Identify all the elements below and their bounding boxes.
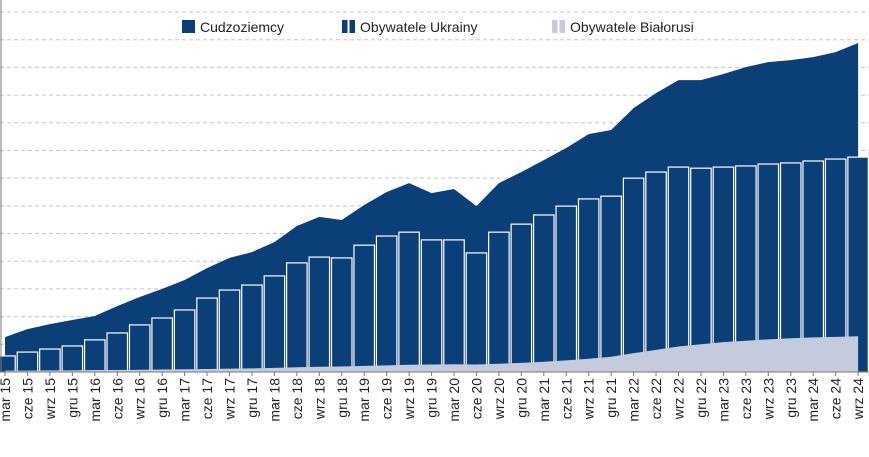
- x-tick-label: wrz 17: [222, 378, 238, 420]
- x-tick-label: gru 22: [693, 378, 709, 418]
- bar: [218, 289, 241, 373]
- bar: [510, 223, 533, 373]
- bar: [353, 244, 376, 373]
- x-tick-label: cze 23: [738, 378, 754, 419]
- x-tick-label: gru 18: [334, 378, 350, 418]
- x-tick-label: mar 22: [626, 378, 642, 422]
- legend-item: Obywatele Ukrainy: [342, 19, 478, 35]
- x-tick-label: cze 19: [379, 378, 395, 419]
- bar: [286, 262, 308, 373]
- x-tick-label: cze 22: [648, 378, 664, 419]
- bar: [420, 239, 443, 373]
- bar: [532, 214, 555, 373]
- x-tick-label: mar 20: [446, 378, 462, 422]
- bar: [106, 332, 129, 373]
- x-tick-label: gru 20: [513, 378, 529, 418]
- bar: [0, 355, 16, 373]
- x-tick-label: gru 17: [244, 378, 260, 418]
- bar: [375, 235, 398, 373]
- x-tick-label: mar 16: [87, 378, 103, 422]
- x-tick-label: cze 18: [289, 378, 305, 419]
- x-tick-label: gru 23: [783, 378, 799, 418]
- bar: [263, 275, 286, 373]
- bar: [39, 348, 61, 373]
- bar: [241, 284, 263, 373]
- x-tick-label: wrz 19: [401, 378, 417, 420]
- bar: [488, 231, 510, 373]
- legend-label: Obywatele Białorusi: [570, 19, 694, 35]
- x-tick-label: wrz 15: [42, 378, 58, 420]
- bar: [398, 231, 420, 373]
- legend-swatch: [182, 20, 195, 33]
- area-foreigners: [5, 43, 859, 373]
- x-tick-label: mar 24: [805, 378, 821, 422]
- x-tick-label: mar 23: [715, 378, 731, 422]
- x-tick-label: wrz 24: [850, 378, 866, 420]
- bar: [667, 166, 690, 373]
- x-tick-label: mar 17: [177, 378, 193, 422]
- bar: [196, 297, 218, 373]
- bar: [465, 252, 488, 373]
- legend-label: Obywatele Ukrainy: [360, 19, 478, 35]
- x-tick-label: gru 21: [603, 378, 619, 418]
- x-tick-label: cze 16: [109, 378, 125, 419]
- x-tick-label: wrz 20: [491, 378, 507, 420]
- bar: [712, 166, 735, 373]
- x-tick-label: wrz 16: [132, 378, 148, 420]
- x-tick-label: mar 15: [0, 378, 13, 422]
- x-tick-label: mar 18: [266, 378, 282, 422]
- bar: [151, 317, 173, 373]
- bar: [622, 177, 645, 373]
- x-tick-label: gru 16: [154, 378, 170, 418]
- bar: [645, 171, 667, 373]
- bar: [128, 324, 151, 373]
- x-tick-label: cze 24: [828, 378, 844, 419]
- area-belarus: [5, 336, 859, 372]
- legend-label: Cudzoziemcy: [200, 19, 284, 35]
- x-tick-label: wrz 18: [311, 378, 327, 420]
- x-tick-label: gru 15: [64, 378, 80, 418]
- bar: [83, 339, 106, 373]
- bar: [600, 195, 622, 373]
- x-tick-label: wrz 23: [760, 378, 776, 420]
- x-tick-label: mar 21: [536, 378, 552, 422]
- bar: [330, 257, 353, 373]
- x-tick-label: gru 19: [424, 378, 440, 418]
- x-tick-label: wrz 21: [581, 378, 597, 420]
- bar: [443, 239, 465, 373]
- x-tick-label: cze 20: [468, 378, 484, 419]
- x-tick-label: wrz 22: [671, 378, 687, 420]
- x-tick-label: cze 21: [558, 378, 574, 419]
- bar: [690, 167, 712, 373]
- bar: [16, 351, 39, 373]
- bar: [308, 256, 331, 373]
- legend-item: Cudzoziemcy: [182, 19, 284, 35]
- bar: [555, 205, 578, 373]
- legend-item: Obywatele Białorusi: [552, 19, 694, 35]
- x-tick-label: cze 15: [19, 378, 35, 419]
- x-tick-label: mar 19: [356, 378, 372, 422]
- bar: [577, 198, 600, 373]
- x-tick-label: cze 17: [199, 378, 215, 419]
- bar: [61, 345, 84, 373]
- bar: [173, 309, 196, 373]
